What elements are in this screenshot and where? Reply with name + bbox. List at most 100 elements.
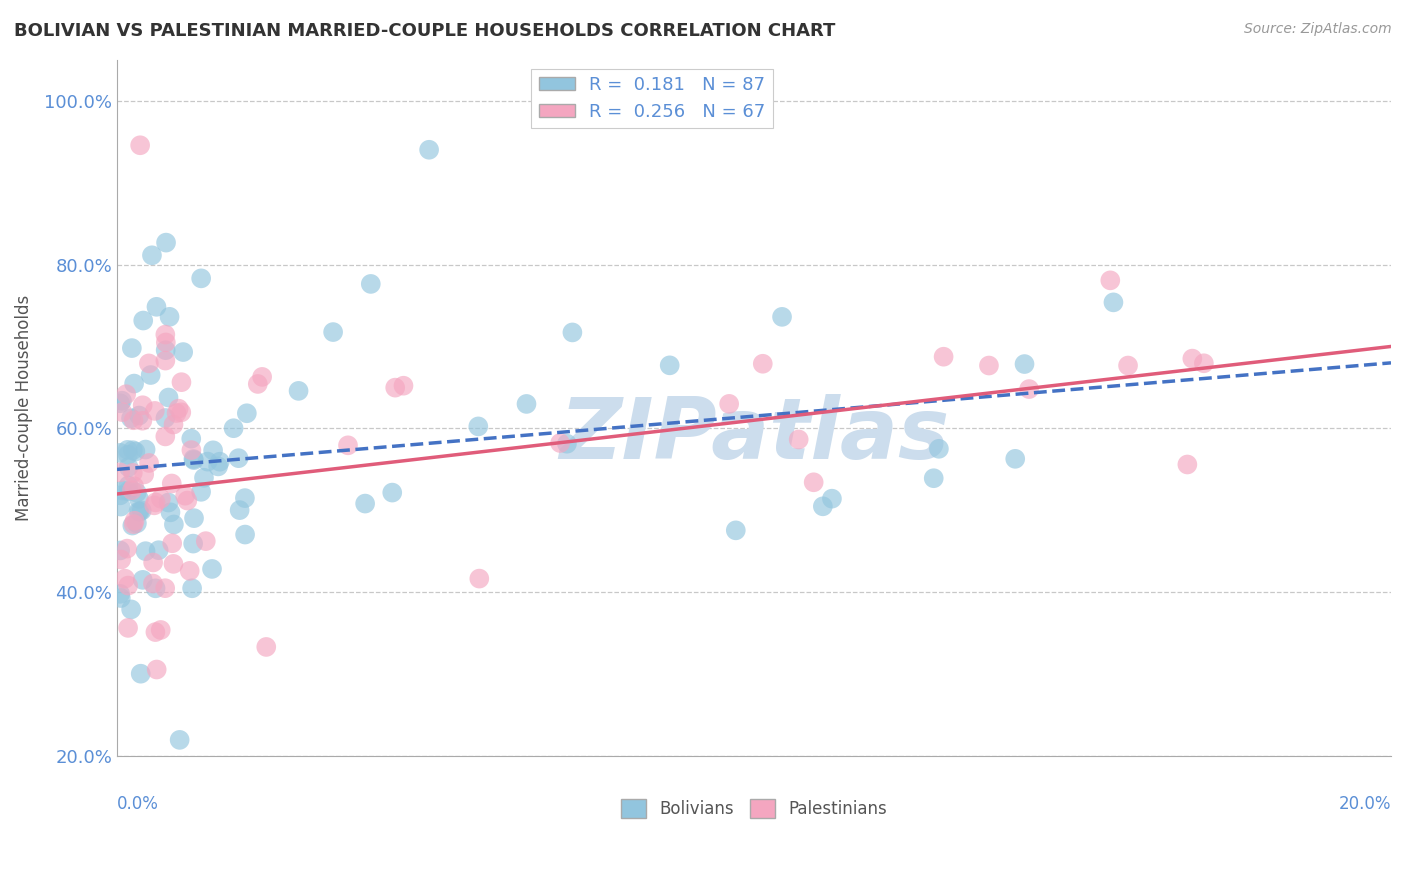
Palestinians: [117, 578, 139, 592]
Bolivians: [202, 443, 225, 458]
Text: 20.0%: 20.0%: [1339, 795, 1391, 814]
Bolivians: [1014, 357, 1036, 371]
Bolivians: [139, 368, 162, 382]
Bolivians: [208, 455, 231, 469]
Palestinians: [1116, 359, 1139, 373]
Palestinians: [110, 552, 132, 566]
Bolivians: [169, 732, 191, 747]
Palestinians: [1099, 273, 1122, 287]
Palestinians: [143, 404, 166, 418]
Bolivians: [183, 453, 205, 467]
Bolivians: [1004, 451, 1026, 466]
Bolivians: [121, 518, 143, 533]
Bolivians: [141, 248, 163, 262]
Bolivians: [121, 341, 143, 355]
Bolivians: [128, 505, 150, 519]
Bolivians: [515, 397, 537, 411]
Palestinians: [392, 378, 415, 392]
Text: BOLIVIAN VS PALESTINIAN MARRIED-COUPLE HOUSEHOLDS CORRELATION CHART: BOLIVIAN VS PALESTINIAN MARRIED-COUPLE H…: [14, 22, 835, 40]
Bolivians: [354, 497, 377, 511]
Palestinians: [129, 138, 152, 153]
Palestinians: [787, 433, 810, 447]
Bolivians: [1102, 295, 1125, 310]
Palestinians: [124, 514, 146, 528]
Palestinians: [131, 414, 153, 428]
Y-axis label: Married-couple Households: Married-couple Households: [15, 294, 32, 521]
Bolivians: [128, 491, 150, 506]
Palestinians: [149, 491, 172, 506]
Bolivians: [157, 495, 180, 509]
Palestinians: [131, 398, 153, 412]
Bolivians: [132, 573, 155, 587]
Bolivians: [190, 271, 212, 285]
Bolivians: [110, 591, 132, 605]
Bolivians: [108, 587, 131, 601]
Bolivians: [108, 446, 131, 460]
Palestinians: [114, 572, 136, 586]
Bolivians: [110, 500, 132, 514]
Bolivians: [117, 478, 139, 492]
Palestinians: [149, 623, 172, 637]
Bolivians: [770, 310, 793, 324]
Bolivians: [157, 391, 180, 405]
Bolivians: [928, 442, 950, 456]
Text: ZIPatlas: ZIPatlas: [558, 394, 949, 477]
Bolivians: [108, 396, 131, 410]
Bolivians: [163, 517, 186, 532]
Palestinians: [176, 493, 198, 508]
Bolivians: [381, 485, 404, 500]
Palestinians: [138, 456, 160, 470]
Bolivians: [124, 444, 146, 458]
Palestinians: [145, 663, 167, 677]
Bolivians: [148, 543, 170, 558]
Bolivians: [201, 562, 224, 576]
Palestinians: [194, 534, 217, 549]
Bolivians: [135, 442, 157, 457]
Bolivians: [222, 421, 245, 435]
Bolivians: [922, 471, 945, 485]
Bolivians: [228, 503, 250, 517]
Palestinians: [1192, 356, 1215, 370]
Palestinians: [803, 475, 825, 490]
Bolivians: [724, 524, 747, 538]
Bolivians: [658, 359, 681, 373]
Bolivians: [233, 527, 256, 541]
Bolivians: [322, 325, 344, 339]
Bolivians: [132, 313, 155, 327]
Bolivians: [128, 409, 150, 423]
Palestinians: [752, 357, 775, 371]
Text: 0.0%: 0.0%: [117, 795, 159, 814]
Bolivians: [159, 505, 181, 519]
Palestinians: [160, 536, 183, 550]
Palestinians: [932, 350, 955, 364]
Palestinians: [977, 359, 1000, 373]
Text: Source: ZipAtlas.com: Source: ZipAtlas.com: [1244, 22, 1392, 37]
Palestinians: [143, 499, 166, 513]
Bolivians: [183, 452, 205, 467]
Palestinians: [145, 625, 167, 640]
Bolivians: [360, 277, 382, 291]
Palestinians: [1175, 458, 1198, 472]
Palestinians: [121, 483, 143, 498]
Bolivians: [120, 602, 142, 616]
Bolivians: [117, 460, 139, 475]
Palestinians: [115, 541, 138, 556]
Bolivians: [233, 491, 256, 505]
Palestinians: [134, 467, 156, 482]
Bolivians: [197, 455, 219, 469]
Palestinians: [145, 495, 167, 509]
Palestinians: [170, 405, 193, 419]
Bolivians: [159, 310, 181, 324]
Bolivians: [121, 443, 143, 458]
Palestinians: [174, 489, 197, 503]
Bolivians: [145, 300, 167, 314]
Palestinians: [155, 327, 177, 342]
Bolivians: [181, 536, 204, 550]
Bolivians: [561, 326, 583, 340]
Bolivians: [108, 488, 131, 502]
Palestinians: [166, 406, 188, 420]
Bolivians: [125, 485, 148, 500]
Legend: Bolivians, Palestinians: Bolivians, Palestinians: [614, 792, 894, 824]
Bolivians: [145, 582, 167, 596]
Bolivians: [190, 484, 212, 499]
